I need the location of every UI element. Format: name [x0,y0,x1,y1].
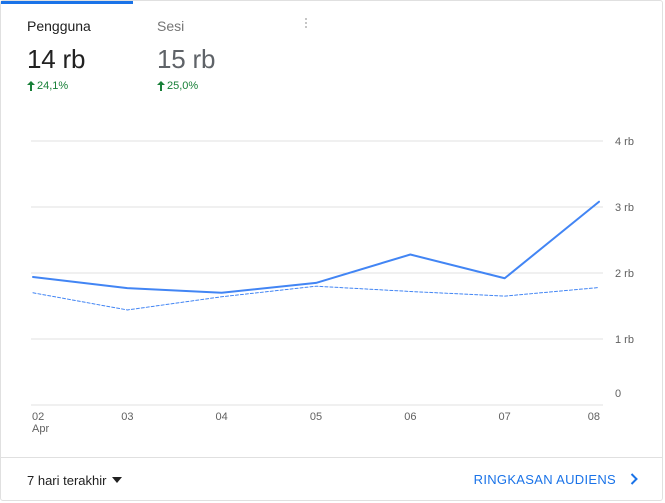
x-tick-label: 06 [404,411,416,423]
x-tick-label: 04 [216,411,228,423]
users-change-value: 24,1% [37,80,69,92]
x-tick-label: 02 [32,411,44,423]
date-range-label: 7 hari terakhir [27,472,107,488]
x-tick-label: 03 [121,411,133,423]
chevron-right-icon [630,473,638,485]
x-tick-sublabel: Apr [32,423,49,435]
more-vert-icon[interactable] [301,17,311,31]
users-change: 24,1% [27,79,137,93]
series-line-comparison [32,285,600,311]
arrow-up-icon [157,81,165,91]
users-label: Pengguna [27,18,91,34]
arrow-up-icon [27,81,35,91]
audience-overview-label: RINGKASAN AUDIENS [473,471,616,487]
sessions-value: 15 rb [157,44,216,74]
y-tick-label: 4 rb [615,136,634,148]
series-line-current [32,200,600,294]
y-tick-label: 3 rb [615,202,634,214]
y-tick-label: 2 rb [615,268,634,280]
users-value: 14 rb [27,44,86,74]
y-tick-label: 0 [615,388,621,400]
sessions-change-value: 25,0% [167,80,199,92]
tab-users[interactable]: Pengguna 14 rb 24,1% [27,17,137,95]
audience-overview-link[interactable]: RINGKASAN AUDIENS [474,469,638,489]
x-tick-label: 07 [499,411,511,423]
y-axis-ticks: 0 1 rb 2 rb 3 rb 4 rb [615,136,634,400]
y-tick-label: 1 rb [615,334,634,346]
active-tab-indicator [1,1,133,4]
chart-series [32,200,600,311]
x-tick-label: 05 [310,411,322,423]
sessions-label: Sesi [157,18,185,34]
dropdown-caret-icon [112,477,123,483]
x-tick-label: 08 [588,411,600,423]
footer-divider [1,457,662,458]
chart-gridlines [31,140,603,406]
date-range-dropdown[interactable]: 7 hari terakhir [27,471,123,489]
tab-sessions[interactable]: Sesi 15 rb 25,0% [157,17,267,95]
sessions-change: 25,0% [157,79,267,93]
